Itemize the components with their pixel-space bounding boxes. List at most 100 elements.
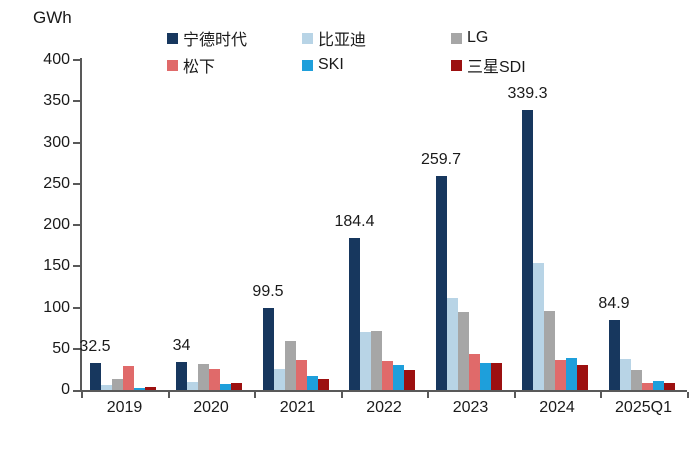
legend-swatch-byd	[302, 32, 313, 44]
legend-swatch-samsung-sdi	[451, 59, 462, 71]
y-axis-tick	[73, 306, 80, 309]
legend-label-samsung-sdi: 三星SDI	[467, 59, 526, 76]
y-axis-tick-label: 350	[43, 92, 70, 110]
bar-ski-2021	[306, 375, 318, 390]
bar-byd-2023	[446, 298, 458, 390]
bar-ski-2022	[393, 365, 404, 390]
bar-samsung-sdi-2025Q1	[663, 382, 675, 390]
x-axis-label: 2019	[106, 399, 143, 416]
bar-byd-2020	[187, 381, 198, 390]
x-axis-label: 2024	[539, 399, 575, 416]
legend-label-ski: SKI	[318, 56, 344, 73]
bar-panasonic-2021	[295, 360, 307, 390]
y-axis-tick	[73, 347, 80, 350]
bar-ski-2020	[220, 384, 231, 390]
x-axis-label: 2022	[366, 399, 402, 416]
bar-panasonic-2023	[468, 353, 480, 390]
x-axis-tick	[513, 392, 516, 398]
legend-item-catl: 宁德时代	[167, 29, 248, 49]
bar-lg-2025Q1	[630, 370, 642, 390]
bar-value-label: 34	[172, 336, 191, 354]
bar-value-label: 339.3	[507, 85, 548, 103]
bar-panasonic-2020	[209, 368, 220, 390]
x-axis-line	[73, 390, 687, 392]
y-axis-tick-label: 400	[43, 51, 70, 68]
y-axis-tick-label: 250	[43, 174, 70, 192]
bar-panasonic-2022	[382, 361, 393, 390]
legend-swatch-panasonic	[167, 59, 178, 71]
bar-samsung-sdi-2019	[144, 387, 156, 390]
bar-byd-2021	[273, 368, 285, 390]
bar-samsung-sdi-2023	[490, 362, 502, 390]
x-axis-tick	[340, 392, 343, 398]
bar-panasonic-2024	[555, 360, 566, 390]
bar-byd-2022	[360, 332, 371, 390]
y-axis-tick	[73, 182, 80, 185]
bar-lg-2023	[457, 311, 469, 390]
bar-value-label: 84.9	[598, 294, 630, 312]
bar-samsung-sdi-2020	[231, 383, 242, 390]
bar-samsung-sdi-2024	[577, 365, 588, 390]
x-axis-tick	[427, 392, 429, 398]
y-axis-tick-label: 150	[43, 257, 70, 275]
legend-item-ski: SKI	[302, 56, 344, 74]
bar-ski-2025Q1	[652, 380, 664, 390]
bar-value-label: 184.4	[334, 212, 375, 230]
bar-byd-2025Q1	[619, 359, 631, 390]
y-axis-tick-label: 300	[43, 133, 70, 151]
bar-lg-2019	[111, 379, 123, 390]
y-axis-unit-label: GWh	[33, 8, 72, 27]
y-axis-tick	[73, 100, 80, 103]
bar-catl-2023	[435, 175, 447, 390]
bar-lg-2020	[198, 364, 209, 390]
y-axis-tick-label: 0	[61, 381, 70, 398]
legend-swatch-ski	[302, 59, 313, 71]
y-axis-tick	[73, 224, 80, 226]
bar-ski-2019	[133, 388, 145, 390]
bar-panasonic-2025Q1	[641, 382, 653, 390]
bar-ski-2024	[566, 357, 577, 390]
y-axis-tick-label: 200	[43, 216, 70, 233]
bar-catl-2022	[349, 237, 360, 390]
bar-samsung-sdi-2021	[317, 379, 329, 390]
x-axis-label: 2023	[452, 399, 489, 416]
y-axis-tick	[73, 59, 80, 61]
legend-label-byd: 比亚迪	[318, 32, 367, 49]
y-axis-tick	[73, 141, 80, 144]
x-axis-tick	[686, 392, 689, 398]
bar-value-label: 259.7	[420, 150, 462, 168]
bar-catl-2021	[262, 307, 274, 390]
legend-item-byd: 比亚迪	[302, 29, 367, 49]
bar-catl-2024	[522, 110, 533, 390]
y-axis-tick	[73, 265, 80, 268]
y-axis-tick-label: 50	[52, 339, 70, 357]
bar-byd-2019	[100, 385, 112, 390]
x-axis-tick	[81, 392, 83, 398]
bar-byd-2024	[533, 262, 544, 390]
legend-label-panasonic: 松下	[183, 59, 216, 76]
legend-label-catl: 宁德时代	[183, 32, 248, 49]
bar-catl-2025Q1	[608, 319, 620, 390]
legend-swatch-catl	[167, 32, 178, 44]
bar-lg-2024	[544, 310, 555, 390]
bar-ski-2023	[479, 362, 491, 390]
x-axis-tick	[600, 392, 602, 398]
bar-lg-2021	[284, 341, 296, 390]
legend-swatch-lg	[451, 32, 462, 44]
y-axis-tick-label: 100	[43, 298, 70, 316]
legend-item-samsung-sdi: 三星SDI	[451, 56, 526, 76]
x-axis-tick	[167, 392, 170, 398]
x-axis-tick	[254, 392, 256, 398]
bar-samsung-sdi-2022	[404, 370, 415, 390]
x-axis-label: 2020	[193, 399, 229, 416]
bar-value-label: 32.5	[79, 338, 111, 356]
x-axis-label: 2021	[279, 399, 316, 416]
y-axis-line	[80, 58, 82, 392]
x-axis-label: 2025Q1	[615, 399, 672, 416]
bar-catl-2020	[176, 361, 187, 390]
legend-item-lg: LG	[451, 29, 488, 47]
bar-value-label: 99.5	[252, 282, 284, 300]
legend-label-lg: LG	[467, 29, 489, 46]
bar-panasonic-2019	[122, 366, 134, 390]
